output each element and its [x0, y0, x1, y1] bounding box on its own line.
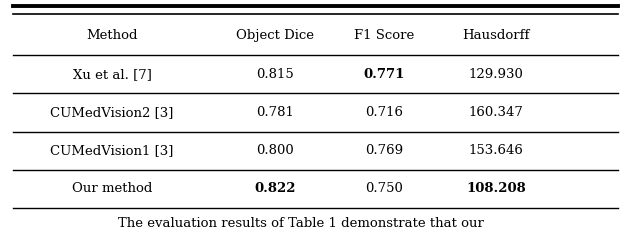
Text: 0.750: 0.750	[365, 182, 403, 195]
Text: Method: Method	[86, 29, 138, 42]
Text: 129.930: 129.930	[468, 68, 524, 81]
Text: 0.769: 0.769	[365, 144, 403, 157]
Text: CUMedVision2 [3]: CUMedVision2 [3]	[51, 106, 173, 119]
Text: The evaluation results of Table 1 demonstrate that our: The evaluation results of Table 1 demons…	[118, 217, 484, 230]
Text: 0.781: 0.781	[256, 106, 294, 119]
Text: F1 Score: F1 Score	[354, 29, 414, 42]
Text: Object Dice: Object Dice	[236, 29, 314, 42]
Text: 0.822: 0.822	[255, 182, 296, 195]
Text: Xu et al. [7]: Xu et al. [7]	[72, 68, 152, 81]
Text: 108.208: 108.208	[466, 182, 526, 195]
Text: Hausdorff: Hausdorff	[462, 29, 530, 42]
Text: 0.771: 0.771	[364, 68, 404, 81]
Text: 0.815: 0.815	[257, 68, 294, 81]
Text: 160.347: 160.347	[468, 106, 524, 119]
Text: 153.646: 153.646	[468, 144, 524, 157]
Text: 0.800: 0.800	[257, 144, 294, 157]
Text: Our method: Our method	[72, 182, 152, 195]
Text: CUMedVision1 [3]: CUMedVision1 [3]	[51, 144, 173, 157]
Text: 0.716: 0.716	[365, 106, 403, 119]
